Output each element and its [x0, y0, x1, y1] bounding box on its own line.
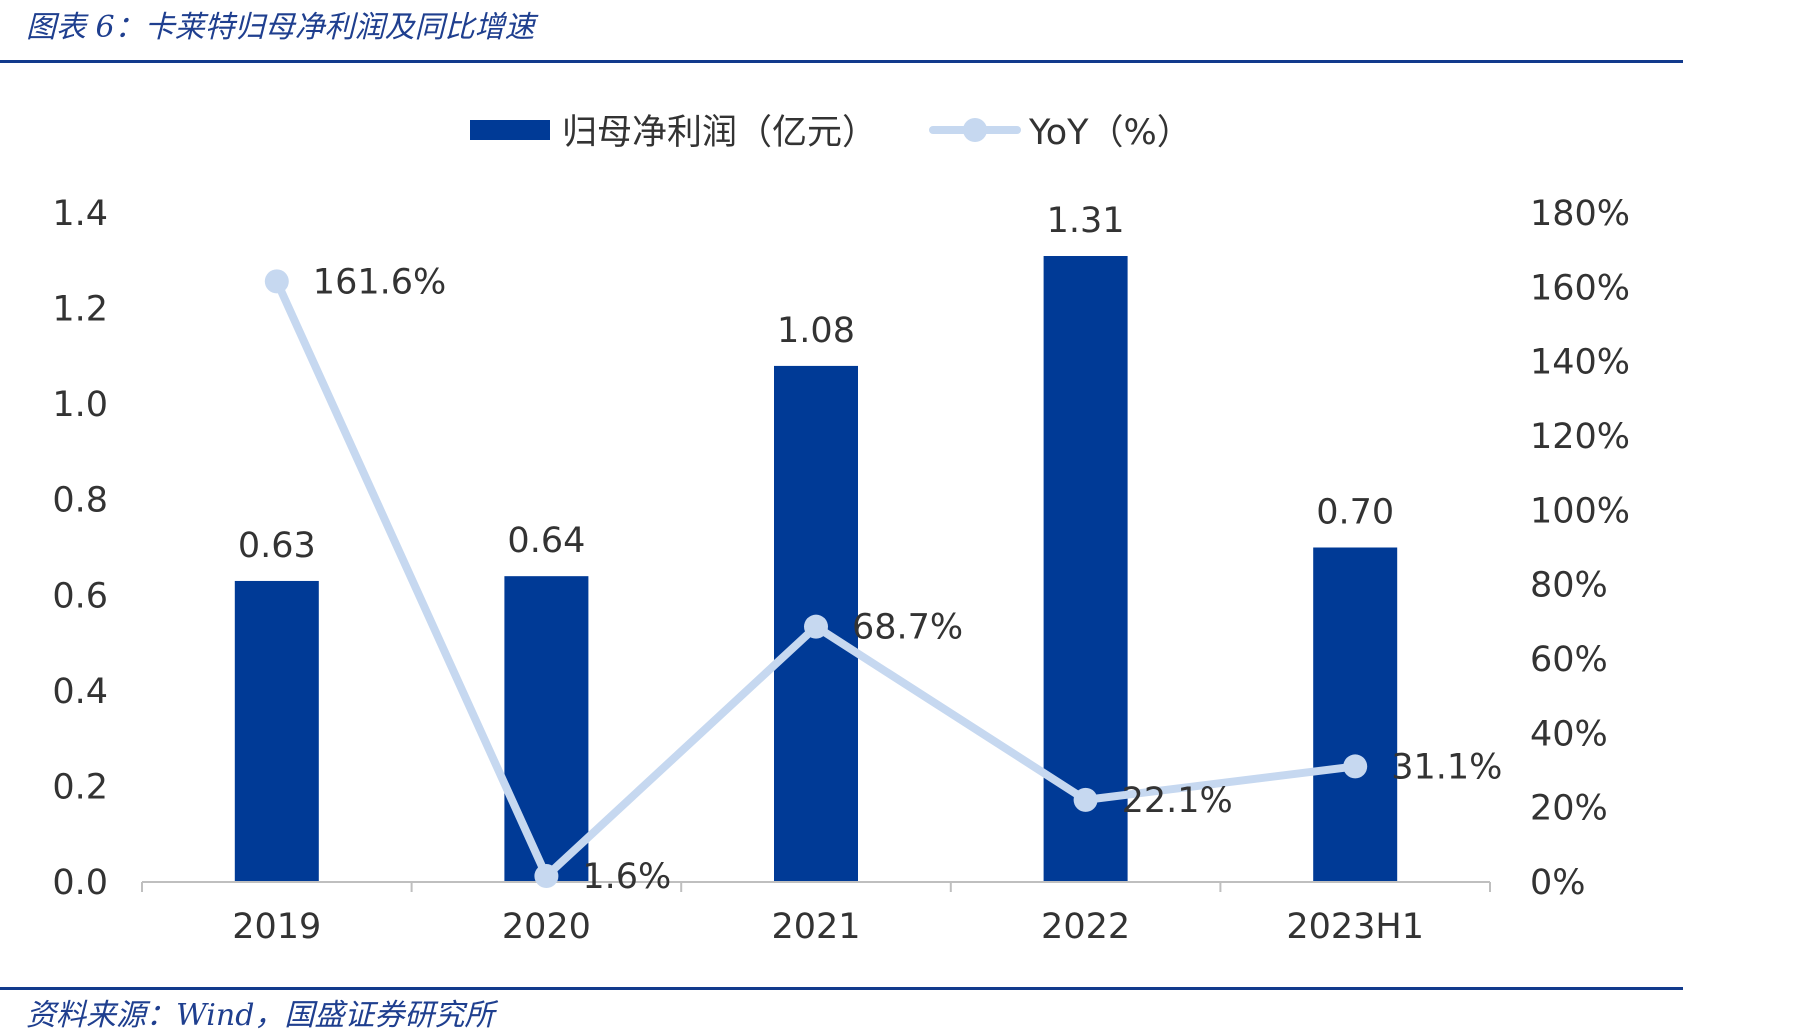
- bar-value-label: 0.63: [238, 526, 316, 566]
- yoy-value-label: 161.6%: [313, 262, 446, 302]
- y-left-tick-label: 0.2: [52, 767, 108, 807]
- x-tick-label: 2019: [232, 907, 321, 947]
- x-tick-label: 2023H1: [1286, 907, 1424, 947]
- y-left-tick-label: 0.4: [52, 672, 108, 712]
- yoy-point: [1343, 754, 1368, 779]
- bar-value-label: 1.31: [1047, 201, 1125, 241]
- y-right-tick-label: 140%: [1530, 343, 1630, 383]
- legend-bar-swatch: [470, 119, 550, 140]
- bar-value-label: 1.08: [777, 311, 855, 351]
- yoy-value-label: 1.6%: [582, 857, 671, 897]
- y-left-tick-label: 1.2: [52, 290, 108, 330]
- x-tick-label: 2020: [502, 907, 591, 947]
- bar: [234, 580, 319, 882]
- x-tick-label: 2022: [1041, 907, 1130, 947]
- yoy-value-label: 22.1%: [1122, 781, 1233, 821]
- legend-line-label: YoY（%）: [1029, 113, 1192, 153]
- y-left-tick-label: 1.0: [52, 385, 108, 425]
- legend-bar-label: 归母净利润（亿元）: [562, 113, 878, 153]
- y-right-tick-label: 180%: [1530, 194, 1630, 234]
- yoy-value-label: 31.1%: [1391, 747, 1502, 787]
- x-tick-label: 2021: [771, 907, 860, 947]
- chart-legend: 归母净利润（亿元） YoY（%）: [470, 104, 1244, 155]
- y-right-tick-label: 160%: [1530, 268, 1630, 308]
- legend-line-swatch: [929, 117, 1022, 142]
- y-right-tick-label: 40%: [1530, 714, 1608, 754]
- legend-item-line: YoY（%）: [929, 104, 1192, 155]
- yoy-point: [534, 864, 559, 889]
- y-right-tick-label: 20%: [1530, 789, 1608, 829]
- legend-item-bar: 归母净利润（亿元）: [470, 104, 877, 155]
- bar: [1313, 547, 1398, 882]
- yoy-point: [1073, 787, 1098, 812]
- bar: [504, 576, 589, 882]
- y-right-tick-label: 60%: [1530, 640, 1608, 680]
- bottom-rule: [0, 987, 1683, 990]
- bar-value-label: 0.70: [1316, 493, 1394, 533]
- yoy-value-label: 68.7%: [852, 608, 963, 648]
- yoy-point: [264, 269, 289, 294]
- y-left-tick-label: 0.0: [52, 863, 108, 903]
- y-right-tick-label: 0%: [1530, 863, 1586, 903]
- y-left-tick-label: 0.6: [52, 576, 108, 616]
- yoy-point: [804, 614, 828, 639]
- y-left-tick-label: 1.4: [52, 194, 108, 234]
- y-right-tick-label: 80%: [1530, 566, 1608, 606]
- source-note: 资料来源：Wind，国盛证券研究所: [26, 998, 495, 1033]
- bar-value-label: 0.64: [507, 521, 585, 561]
- y-right-tick-label: 120%: [1530, 417, 1630, 457]
- top-rule: [0, 60, 1683, 63]
- y-left-tick-label: 0.8: [52, 481, 108, 521]
- y-right-tick-label: 100%: [1530, 491, 1630, 531]
- figure-title: 图表 6：卡莱特归母净利润及同比增速: [26, 10, 535, 45]
